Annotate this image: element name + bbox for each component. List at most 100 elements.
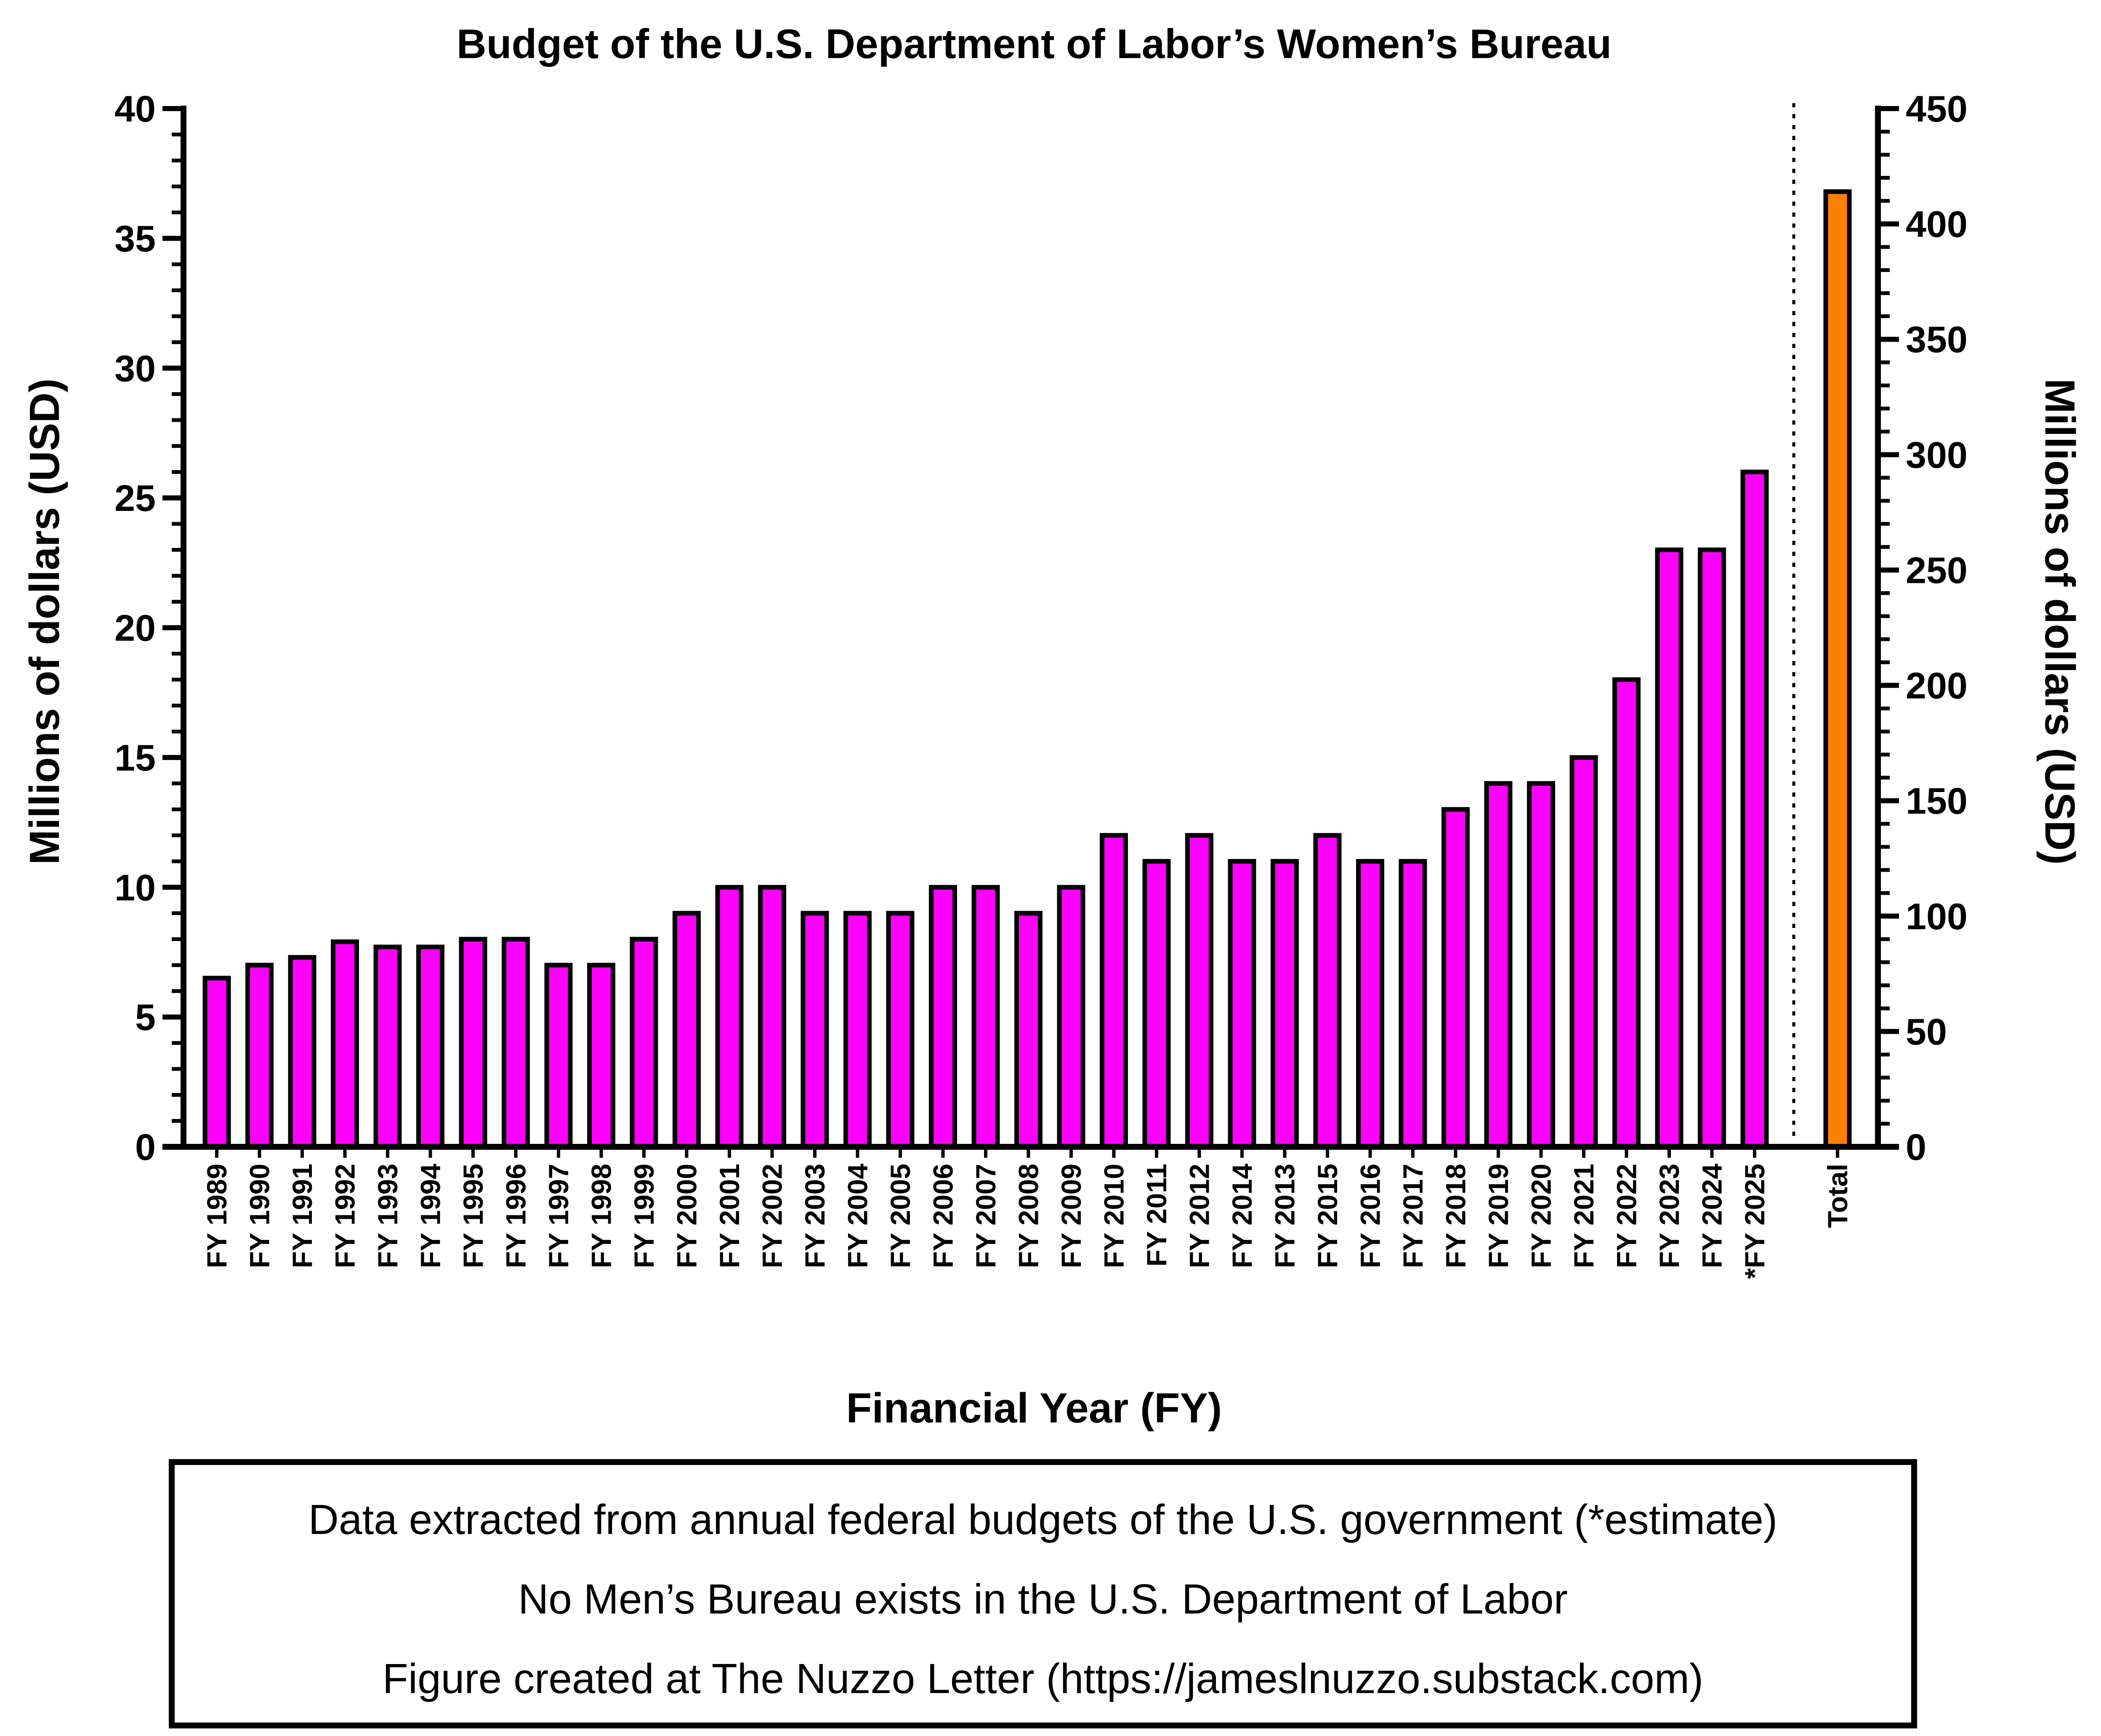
bar-fy-2002 [758, 885, 786, 1149]
x-tick-label: FY 2022 [1611, 1164, 1642, 1268]
bar-fy-2014 [1228, 859, 1256, 1149]
x-tick-label: FY 2019 [1483, 1164, 1514, 1268]
note-figure-credit: Figure created at The Nuzzo Letter (http… [383, 1655, 1703, 1702]
right-tick-label: 0 [1906, 1126, 1926, 1168]
x-tick-label: FY 2007 [970, 1164, 1001, 1268]
x-tick-label: FY 2012 [1184, 1164, 1215, 1268]
bar-fy-2019 [1484, 781, 1513, 1149]
left-tick-label: 20 [114, 607, 156, 649]
x-tick-label: FY 2002 [757, 1164, 788, 1268]
x-tick-label: FY 2001 [714, 1164, 745, 1268]
x-tick-label: FY 2000 [671, 1164, 702, 1268]
left-y-axis: 0 5 10 15 20 25 30 35 40 [114, 88, 186, 1168]
bar-fy-1997 [544, 962, 573, 1149]
bar-fy-1994 [416, 944, 444, 1149]
x-tick-label: FY 1995 [457, 1164, 489, 1268]
bar-fy-2011 [1142, 859, 1171, 1149]
x-tick-label: FY 1999 [628, 1164, 660, 1268]
y-axis-label-right: Millions of dollars (USD) [2036, 378, 2083, 865]
left-tick-label: 25 [114, 477, 156, 519]
x-tick-label: FY 2023 [1654, 1164, 1685, 1268]
bar-fy-2016 [1356, 859, 1384, 1149]
bar-fy-2012 [1185, 833, 1213, 1149]
y-axis-label-left: Millions of dollars (USD) [21, 378, 68, 865]
bar-fy-2007 [971, 885, 1000, 1149]
notes-box [169, 1459, 1917, 1728]
right-y-axis: 0 50 100 150 200 250 300 350 400 450 [1875, 88, 1968, 1168]
x-tick-label: FY 2016 [1355, 1164, 1386, 1268]
bar-fy-2015 [1313, 833, 1342, 1149]
bar-fy-2001 [715, 885, 744, 1149]
x-tick-label: FY 2020 [1526, 1164, 1557, 1268]
x-tick-label: FY 2018 [1440, 1164, 1471, 1268]
x-tick-label: FY 1991 [287, 1164, 318, 1268]
x-tick-label: FY 1992 [330, 1164, 361, 1268]
left-tick-label: 30 [114, 348, 156, 389]
left-tick-label: 15 [114, 737, 156, 779]
chart-title: Budget of the U.S. Department of Labor’s… [457, 21, 1612, 67]
bar-fy-2004 [843, 911, 872, 1149]
x-tick-label: FY 2005 [885, 1164, 916, 1268]
x-tick-label: FY 2017 [1397, 1164, 1428, 1268]
year-bars [202, 469, 1769, 1149]
bar-fy-1993 [373, 944, 402, 1149]
x-tick-label: FY 2004 [842, 1164, 873, 1268]
bar-fy-1998 [587, 962, 615, 1149]
note-data-source: Data extracted from annual federal budge… [309, 1496, 1778, 1543]
right-tick-label: 200 [1906, 665, 1968, 707]
x-tick-label: FY 2009 [1056, 1164, 1087, 1268]
x-tick-label: FY 2008 [1013, 1164, 1044, 1268]
x-tick-label: FY 2015 [1312, 1164, 1343, 1268]
right-tick-label: 100 [1906, 896, 1968, 937]
right-tick-label: 300 [1906, 434, 1968, 476]
bar-fy-2003 [801, 911, 829, 1149]
x-tick-label: *FY 2025 [1739, 1164, 1770, 1279]
x-tick-label: FY 1997 [543, 1164, 574, 1268]
right-tick-label: 250 [1906, 549, 1968, 591]
left-tick-label: 5 [135, 997, 156, 1038]
bar-fy-2008 [1014, 911, 1043, 1149]
right-tick-label: 350 [1906, 319, 1968, 360]
x-axis-label: Financial Year (FY) [846, 1385, 1222, 1432]
right-tick-label: 400 [1906, 203, 1968, 245]
bar-fy-2025 [1740, 469, 1769, 1149]
bar-fy-2005 [886, 911, 915, 1149]
bar-fy-1992 [331, 939, 359, 1149]
x-axis: FY 1989 FY 1990 FY 1991 FY 1992 FY 1993 FY 19… [162, 1144, 1899, 1279]
x-tick-label: FY 1990 [244, 1164, 275, 1268]
bar-fy-2010 [1100, 833, 1128, 1149]
x-tick-label-total: Total [1822, 1164, 1853, 1228]
x-tick-label: FY 1989 [201, 1164, 232, 1268]
bar-fy-1999 [630, 937, 658, 1149]
x-tick-label: FY 2011 [1141, 1164, 1172, 1267]
bar-fy-1991 [288, 955, 316, 1149]
x-tick-label: FY 2013 [1269, 1164, 1300, 1268]
x-tick-label: FY 1998 [586, 1164, 617, 1268]
bar-fy-2020 [1527, 781, 1555, 1149]
note-no-mens-bureau: No Men’s Bureau exists in the U.S. Depar… [518, 1576, 1568, 1623]
x-tick-label: FY 2006 [928, 1164, 959, 1268]
bar-fy-2000 [673, 911, 701, 1149]
x-tick-label: FY 1996 [500, 1164, 532, 1268]
bar-fy-2006 [929, 885, 957, 1149]
bar-total [1823, 189, 1852, 1149]
bar-fy-1990 [245, 962, 274, 1149]
x-tick-label: FY 2003 [799, 1164, 830, 1268]
bar-fy-1989 [202, 976, 231, 1149]
bar-fy-2022 [1612, 677, 1641, 1149]
bar-fy-2013 [1271, 859, 1299, 1149]
right-tick-label: 150 [1906, 780, 1968, 822]
bar-fy-2024 [1698, 547, 1726, 1149]
x-tick-label: FY 2010 [1098, 1164, 1130, 1268]
left-tick-label: 0 [135, 1126, 156, 1168]
bar-fy-1995 [459, 937, 487, 1149]
x-tick-label: FY 2014 [1226, 1164, 1258, 1268]
right-tick-label: 450 [1906, 88, 1968, 130]
x-tick-label: FY 1994 [415, 1164, 446, 1268]
x-tick-label: FY 1993 [372, 1164, 403, 1268]
left-tick-label: 40 [114, 88, 156, 130]
right-tick-label: 50 [1906, 1011, 1947, 1053]
total-bar-group [1823, 189, 1852, 1149]
x-tick-label: FY 2021 [1568, 1164, 1599, 1268]
